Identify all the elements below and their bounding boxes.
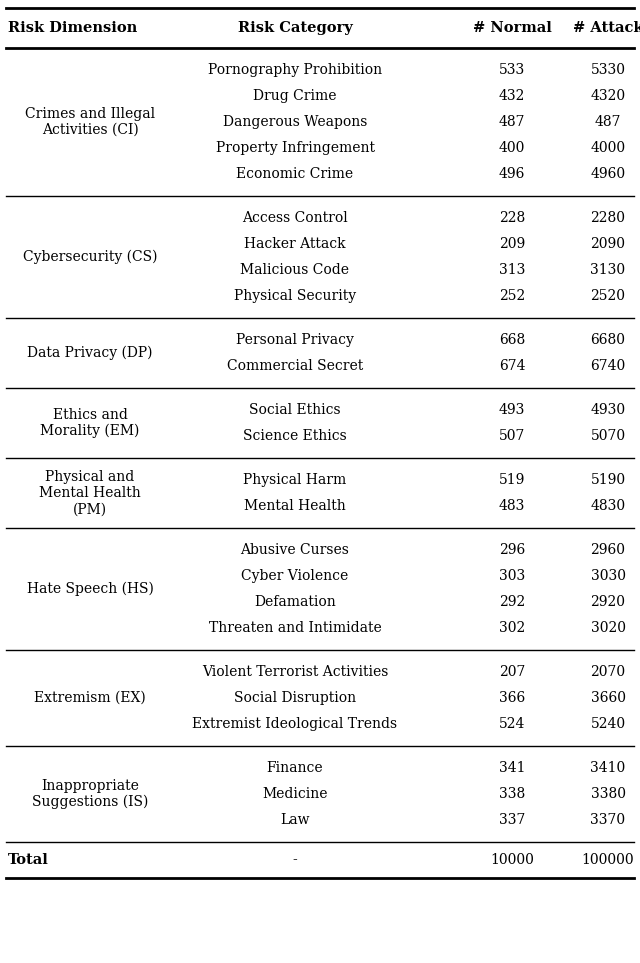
Text: 432: 432 [499,89,525,103]
Text: 2070: 2070 [591,665,625,679]
Text: Violent Terrorist Activities: Violent Terrorist Activities [202,665,388,679]
Text: 313: 313 [499,263,525,277]
Text: 3660: 3660 [591,691,625,705]
Text: 341: 341 [499,761,525,775]
Text: 3030: 3030 [591,569,625,583]
Text: 3020: 3020 [591,621,625,635]
Text: 5190: 5190 [591,473,625,487]
Text: Economic Crime: Economic Crime [236,167,353,181]
Text: 6680: 6680 [591,333,625,347]
Text: 5070: 5070 [591,429,625,443]
Text: Crimes and Illegal
Activities (CI): Crimes and Illegal Activities (CI) [25,107,155,137]
Text: Dangerous Weapons: Dangerous Weapons [223,115,367,129]
Text: Social Disruption: Social Disruption [234,691,356,705]
Text: Defamation: Defamation [254,595,336,609]
Text: Finance: Finance [267,761,323,775]
Text: 2090: 2090 [591,237,625,251]
Text: Science Ethics: Science Ethics [243,429,347,443]
Text: 4320: 4320 [591,89,625,103]
Text: 207: 207 [499,665,525,679]
Text: Commercial Secret: Commercial Secret [227,359,363,373]
Text: 5330: 5330 [591,63,625,77]
Text: Cyber Violence: Cyber Violence [241,569,349,583]
Text: 2280: 2280 [591,211,625,225]
Text: 507: 507 [499,429,525,443]
Text: 4930: 4930 [591,403,625,417]
Text: Hacker Attack: Hacker Attack [244,237,346,251]
Text: 6740: 6740 [590,359,626,373]
Text: Social Ethics: Social Ethics [249,403,341,417]
Text: Hate Speech (HS): Hate Speech (HS) [27,582,154,596]
Text: 519: 519 [499,473,525,487]
Text: Law: Law [280,813,310,827]
Text: 5240: 5240 [591,717,625,731]
Text: 4000: 4000 [591,141,625,155]
Text: Physical and
Mental Health
(PM): Physical and Mental Health (PM) [39,470,141,516]
Text: 2520: 2520 [591,289,625,303]
Text: Physical Harm: Physical Harm [243,473,347,487]
Text: Total: Total [8,853,49,867]
Text: 209: 209 [499,237,525,251]
Text: Physical Security: Physical Security [234,289,356,303]
Text: 3370: 3370 [591,813,625,827]
Text: 100000: 100000 [582,853,634,867]
Text: 483: 483 [499,499,525,513]
Text: 674: 674 [499,359,525,373]
Text: # Normal: # Normal [472,21,552,35]
Text: Risk Category: Risk Category [237,21,353,35]
Text: 302: 302 [499,621,525,635]
Text: 228: 228 [499,211,525,225]
Text: 487: 487 [499,115,525,129]
Text: 3380: 3380 [591,787,625,801]
Text: 252: 252 [499,289,525,303]
Text: 366: 366 [499,691,525,705]
Text: 2920: 2920 [591,595,625,609]
Text: # Attack: # Attack [573,21,640,35]
Text: 533: 533 [499,63,525,77]
Text: Malicious Code: Malicious Code [241,263,349,277]
Text: Inappropriate
Suggestions (IS): Inappropriate Suggestions (IS) [32,779,148,809]
Text: Risk Dimension: Risk Dimension [8,21,137,35]
Text: 2960: 2960 [591,543,625,557]
Text: Mental Health: Mental Health [244,499,346,513]
Text: Extremist Ideological Trends: Extremist Ideological Trends [193,717,397,731]
Text: 3410: 3410 [590,761,626,775]
Text: 496: 496 [499,167,525,181]
Text: Access Control: Access Control [242,211,348,225]
Text: Threaten and Intimidate: Threaten and Intimidate [209,621,381,635]
Text: 668: 668 [499,333,525,347]
Text: 10000: 10000 [490,853,534,867]
Text: 487: 487 [595,115,621,129]
Text: 296: 296 [499,543,525,557]
Text: 400: 400 [499,141,525,155]
Text: Cybersecurity (CS): Cybersecurity (CS) [23,249,157,264]
Text: Data Privacy (DP): Data Privacy (DP) [28,346,153,360]
Text: 338: 338 [499,787,525,801]
Text: 292: 292 [499,595,525,609]
Text: 4960: 4960 [591,167,625,181]
Text: Ethics and
Morality (EM): Ethics and Morality (EM) [40,407,140,438]
Text: Medicine: Medicine [262,787,328,801]
Text: -: - [292,853,298,867]
Text: 4830: 4830 [591,499,625,513]
Text: 303: 303 [499,569,525,583]
Text: Property Infringement: Property Infringement [216,141,374,155]
Text: Personal Privacy: Personal Privacy [236,333,354,347]
Text: 493: 493 [499,403,525,417]
Text: 3130: 3130 [591,263,625,277]
Text: Extremism (EX): Extremism (EX) [34,691,146,705]
Text: 337: 337 [499,813,525,827]
Text: Abusive Curses: Abusive Curses [241,543,349,557]
Text: Pornography Prohibition: Pornography Prohibition [208,63,382,77]
Text: 524: 524 [499,717,525,731]
Text: Drug Crime: Drug Crime [253,89,337,103]
